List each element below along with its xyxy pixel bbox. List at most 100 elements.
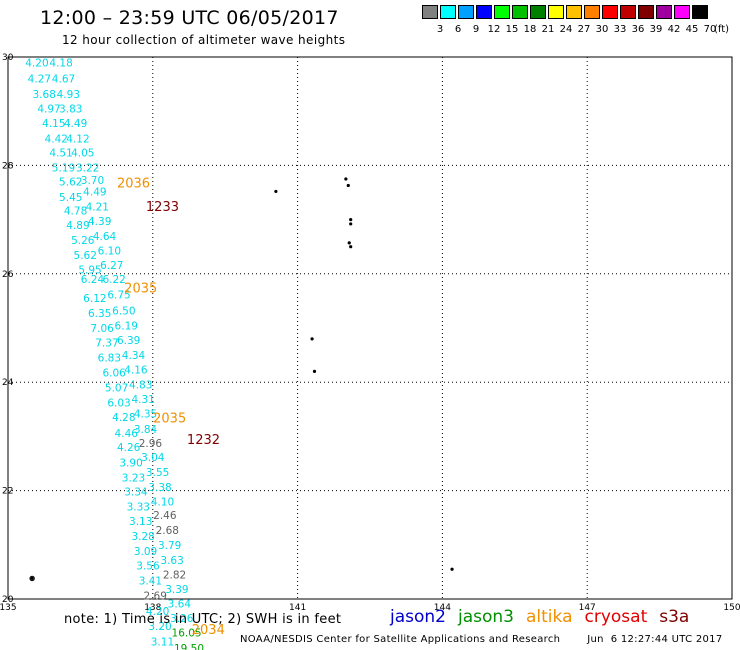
legend-swatch [512, 5, 528, 19]
island-marker [274, 189, 278, 194]
legend-label: 21 [541, 24, 555, 35]
wave-height-label: 5.62 [74, 250, 97, 262]
island-marker [30, 576, 34, 581]
wave-height-label: 5.26 [71, 235, 95, 247]
legend-label: 42 [667, 24, 681, 35]
wave-height-label: 4.97 [37, 103, 60, 115]
legend-label: 24 [559, 24, 573, 35]
wave-height-label: 3.34 [124, 487, 148, 499]
legend-label: 27 [577, 24, 591, 35]
wave-height-label: 4.46 [115, 428, 139, 440]
wave-height-label: 4.28 [112, 412, 135, 424]
page-title: 12:00 – 23:59 UTC 06/05/2017 [40, 7, 339, 29]
wave-height-label: 5.95 [78, 264, 101, 276]
wave-height-label: 6.27 [100, 260, 123, 272]
wave-height-label: 3.84 [134, 424, 158, 436]
satellite-jason2: jason2 [390, 607, 446, 627]
legend-swatch [422, 5, 438, 19]
wave-height-label: 2.82 [163, 570, 186, 582]
legend-swatch [638, 5, 654, 19]
wave-height-label: 3.83 [59, 103, 82, 115]
wave-height-label: 5.07 [105, 383, 128, 395]
legend-label: 6 [454, 24, 462, 35]
wave-height-label: 4.35 [134, 409, 157, 421]
legend-swatch [530, 5, 546, 19]
wave-height-label: 6.19 [115, 320, 138, 332]
pass-time-label: 2035 [153, 411, 186, 426]
satellite-cryosat: cryosat [584, 607, 648, 627]
legend-swatch [458, 5, 474, 19]
wave-height-label: 3.04 [141, 452, 165, 464]
wave-height-label: 3.13 [129, 516, 152, 528]
wave-height-label: 4.10 [151, 496, 174, 508]
legend-swatch [602, 5, 618, 19]
lat-tick-label: 26 [2, 270, 14, 280]
wave-height-label: 3.70 [81, 175, 104, 187]
wave-height-label: 2.96 [139, 438, 163, 450]
wave-height-label: 6.22 [102, 274, 125, 286]
wave-height-label: 3.20 [148, 621, 171, 633]
lat-tick-label: 30 [2, 53, 14, 63]
wave-height-label: 6.10 [98, 245, 121, 257]
legend-swatch [494, 5, 510, 19]
island-marker [349, 222, 353, 226]
wave-height-label: 3.33 [127, 501, 150, 513]
island-marker [450, 567, 454, 571]
legend-label: 39 [649, 24, 663, 35]
wave-height-label: 3.90 [119, 457, 142, 469]
wave-height-label: 4.51 [49, 147, 72, 159]
wave-height-label: 3.68 [33, 89, 56, 101]
wave-height-label: 3.64 [168, 598, 192, 610]
satellite-altika: altika [526, 607, 573, 627]
map-frame [7, 56, 733, 600]
wave-height-label: 4.49 [64, 118, 87, 130]
legend-label: 15 [505, 24, 519, 35]
wave-height-label: 4.05 [71, 147, 94, 159]
pass-time-label: 2034 [192, 623, 225, 638]
legend-swatch [584, 5, 600, 19]
wave-height-label: 4.16 [124, 365, 148, 377]
wave-height-label: 3.09 [134, 546, 157, 558]
island-marker [344, 177, 348, 181]
legend-label: 3 [436, 24, 444, 35]
wave-height-label: 4.31 [131, 394, 154, 406]
legend-label: 9 [472, 24, 480, 35]
wave-height-label: 4.67 [52, 74, 75, 86]
wave-height-label: 4.93 [57, 89, 80, 101]
lon-tick-label: 135 [0, 603, 17, 613]
satellite-s3a: s3a [659, 607, 690, 627]
lon-tick-label: 138 [144, 603, 161, 613]
satellite-jason3: jason3 [458, 607, 514, 627]
wave-height-label: 6.06 [102, 367, 126, 379]
island-marker [346, 183, 350, 188]
wave-height-label: 4.78 [64, 205, 87, 217]
wave-height-label: 6.24 [81, 274, 105, 286]
legend-swatch [440, 5, 456, 19]
wave-height-label: 2.69 [144, 591, 167, 603]
legend-label: 33 [613, 24, 627, 35]
wave-height-label: 4.15 [42, 118, 65, 130]
wave-height-label: 7.37 [95, 338, 118, 350]
wave-height-label: 7.06 [90, 323, 114, 335]
wave-height-label: 6.39 [117, 335, 140, 347]
wave-height-label: 4.12 [66, 133, 89, 145]
legend-swatch [656, 5, 672, 19]
legend-label: 70 [703, 24, 717, 35]
legend-swatch [548, 5, 564, 19]
wave-height-label: 3.26 [170, 613, 194, 625]
legend-label: 30 [595, 24, 609, 35]
pass-time-label: 1232 [187, 433, 220, 448]
wave-height-label: 3.38 [148, 482, 171, 494]
wave-height-label: 3.63 [160, 555, 183, 567]
island-outline [29, 575, 35, 582]
wave-height-label: 6.83 [98, 352, 121, 364]
wave-height-label: 4.27 [28, 74, 51, 86]
wave-height-label: 3.55 [146, 467, 169, 479]
wave-height-label: 6.03 [107, 397, 130, 409]
lon-tick-label: 141 [289, 603, 306, 613]
wave-height-label: 4.42 [45, 133, 68, 145]
legend-swatch [566, 5, 582, 19]
wave-height-label: 4.20 [146, 606, 169, 618]
lon-tick-label: 147 [579, 603, 596, 613]
lat-tick-label: 28 [2, 161, 14, 171]
